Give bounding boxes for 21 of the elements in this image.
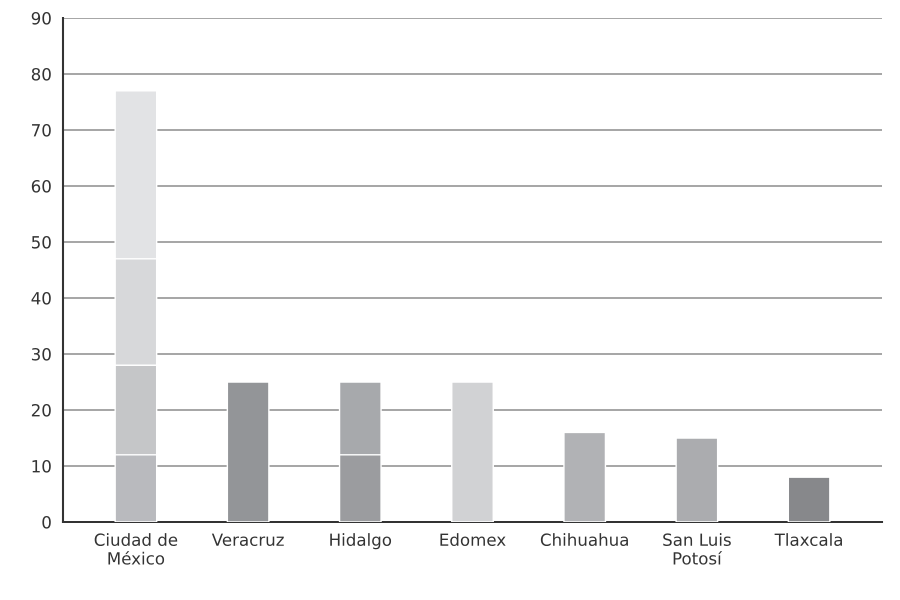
y-tick-label: 60 [32,180,51,193]
bar [675,437,718,522]
y-tick-label: 30 [32,348,51,361]
x-tick-label: San Luis Potosí [663,533,731,565]
y-tick-label: 80 [32,68,51,81]
y-tick-label: 20 [32,404,51,417]
y-tick-label: 70 [32,124,51,137]
x-tick-label: Veracruz [212,534,284,546]
x-tick-label: Tlaxcala [774,533,842,546]
bar [563,432,606,522]
x-tick-label: Edomex [440,533,506,546]
x-tick-label: Ciudad de México [94,533,178,565]
y-tick-label: 10 [32,460,51,473]
x-tick-label: Chihuahua [540,533,628,546]
y-tick-label: 40 [31,292,51,305]
bar [788,476,831,522]
y-tick-label: 90 [32,12,51,25]
y-tick-label: 0 [42,516,51,529]
bar [451,381,494,522]
x-tick-label: Hidalgo [330,533,392,550]
y-tick-label: 50 [32,236,51,249]
